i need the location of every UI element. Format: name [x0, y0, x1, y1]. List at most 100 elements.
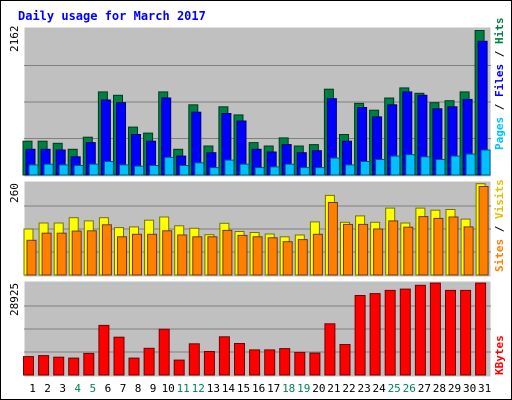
- hits-bar-pages-day-14: [224, 159, 235, 176]
- kbytes-bar-kbytes-day-22: [339, 344, 351, 376]
- visits-bar-sites-day-8: [132, 233, 142, 276]
- hits-bar-pages-day-3: [58, 164, 69, 176]
- visits-bar-sites-day-16: [252, 236, 263, 276]
- kbytes-bar-kbytes-day-1: [23, 356, 34, 376]
- hits-bar-files-day-7: [116, 102, 126, 176]
- x-tick-label-day-28: 28: [433, 382, 446, 395]
- x-tick-label-day-12: 12: [192, 382, 205, 395]
- kbytes-bar-kbytes-day-3: [53, 356, 65, 376]
- legend-sep: /: [493, 219, 506, 239]
- kbytes-bar-kbytes-day-9: [143, 347, 155, 376]
- x-tick-label-day-3: 3: [59, 382, 66, 395]
- x-tick-label-day-7: 7: [120, 382, 127, 395]
- kbytes-bar-kbytes-day-16: [249, 349, 261, 376]
- hits-bar-pages-day-1: [28, 164, 39, 176]
- hits-max-label: 2162: [8, 26, 21, 53]
- hits-bar-pages-day-28: [435, 159, 446, 176]
- x-tick-label-day-24: 24: [372, 382, 386, 395]
- kbytes-bar-kbytes-day-24: [369, 293, 381, 376]
- kbytes-bar-kbytes-day-12: [188, 343, 200, 376]
- kbytes-panel-legend: KBytes: [493, 335, 506, 375]
- x-tick-label-day-19: 19: [297, 382, 310, 395]
- kbytes-bar-kbytes-day-8: [128, 357, 140, 376]
- legend-files: Files: [493, 64, 506, 97]
- hits-bar-pages-day-10: [164, 156, 175, 176]
- x-tick-label-day-11: 11: [177, 382, 190, 395]
- kbytes-bar-kbytes-day-30: [460, 289, 472, 376]
- x-tick-label-day-14: 14: [222, 382, 236, 395]
- x-tick-label-day-10: 10: [162, 382, 175, 395]
- hits-bar-pages-day-19: [299, 167, 310, 176]
- hits-bar-pages-day-5: [88, 163, 99, 176]
- kbytes-bar-kbytes-day-25: [384, 289, 396, 376]
- kbytes-bar-kbytes-day-5: [83, 352, 95, 376]
- visits-bar-sites-day-15: [237, 234, 248, 276]
- x-tick-label-day-17: 17: [267, 382, 280, 395]
- legend-visits: Visits: [493, 179, 506, 219]
- kbytes-bar-kbytes-day-13: [203, 351, 215, 376]
- x-tick-label-day-20: 20: [312, 382, 325, 395]
- kbytes-bar-kbytes-day-18: [279, 348, 291, 376]
- chart-title: Daily usage for March 2017: [18, 9, 206, 23]
- bars: [22, 30, 491, 376]
- visits-bar-sites-day-27: [418, 216, 429, 276]
- x-tick-label-day-1: 1: [29, 382, 36, 395]
- hits-bar-pages-day-24: [375, 159, 386, 176]
- visits-bar-sites-day-9: [147, 233, 158, 276]
- kbytes-bar-kbytes-day-23: [354, 295, 366, 376]
- kbytes-bar-kbytes-day-14: [218, 336, 230, 376]
- x-tick-label-day-23: 23: [357, 382, 370, 395]
- kbytes-bar-kbytes-day-19: [294, 351, 306, 376]
- visits-bar-sites-day-14: [222, 229, 233, 276]
- legend-sites: Sites: [493, 239, 506, 272]
- visits-bar-sites-day-18: [282, 241, 293, 276]
- hits-bar-pages-day-18: [284, 163, 295, 176]
- visits-bar-sites-day-5: [86, 230, 97, 276]
- hits-bar-pages-day-6: [103, 161, 114, 176]
- kbytes-bar-kbytes-day-2: [38, 355, 50, 376]
- visits-bar-sites-day-17: [267, 237, 278, 276]
- x-tick-label-day-15: 15: [237, 382, 250, 395]
- visits-bar-sites-day-23: [358, 223, 369, 276]
- x-tick-label-day-30: 30: [463, 382, 476, 395]
- hits-bar-pages-day-4: [73, 165, 84, 176]
- visits-bar-sites-day-4: [71, 230, 82, 276]
- x-tick-label-day-2: 2: [44, 382, 51, 395]
- visits-bar-sites-day-20: [312, 233, 323, 276]
- visits-bar-sites-day-21: [327, 202, 338, 276]
- visits-bar-sites-day-30: [463, 226, 474, 276]
- x-tick-label-day-4: 4: [74, 382, 81, 395]
- kbytes-bar-kbytes-day-7: [113, 336, 125, 376]
- visits-bar-sites-day-1: [26, 239, 37, 276]
- visits-bar-sites-day-2: [41, 232, 52, 276]
- hits-bar-pages-day-12: [194, 162, 205, 176]
- hits-panel-legend: Pages / Files / Hits: [493, 18, 506, 151]
- hits-bar-pages-day-30: [465, 153, 476, 176]
- hits-bar-pages-day-15: [239, 163, 250, 176]
- hits-bar-pages-day-22: [345, 164, 355, 176]
- hits-bar-pages-day-16: [254, 167, 265, 176]
- kbytes-bar-kbytes-day-11: [173, 359, 185, 376]
- visits-bar-sites-day-19: [297, 239, 308, 276]
- kbytes-bar-kbytes-day-27: [414, 284, 426, 376]
- kbytes-bar-kbytes-day-4: [68, 357, 80, 376]
- x-tick-label-day-8: 8: [135, 382, 142, 395]
- visits-panel-legend: Sites / Visits: [493, 179, 506, 272]
- hits-bar-pages-day-25: [390, 155, 401, 176]
- hits-bar-pages-day-21: [329, 157, 340, 176]
- kbytes-bar-kbytes-day-29: [445, 289, 456, 376]
- kbytes-bar-kbytes-day-26: [399, 288, 411, 376]
- legend-hits: Hits: [493, 18, 506, 45]
- visits-bar-sites-day-11: [177, 234, 188, 276]
- hits-bar-pages-day-9: [149, 165, 160, 176]
- legend-sep: /: [493, 97, 506, 117]
- kbytes-bar-kbytes-day-28: [429, 282, 441, 376]
- kbytes-bar-kbytes-day-10: [158, 328, 170, 376]
- x-tick-label-day-18: 18: [282, 382, 295, 395]
- visits-bar-sites-day-24: [373, 228, 384, 276]
- x-tick-label-day-6: 6: [105, 382, 112, 395]
- kbytes-bar-kbytes-day-6: [98, 324, 110, 376]
- x-tick-label-day-25: 25: [388, 382, 401, 395]
- visits-bar-sites-day-29: [448, 216, 459, 276]
